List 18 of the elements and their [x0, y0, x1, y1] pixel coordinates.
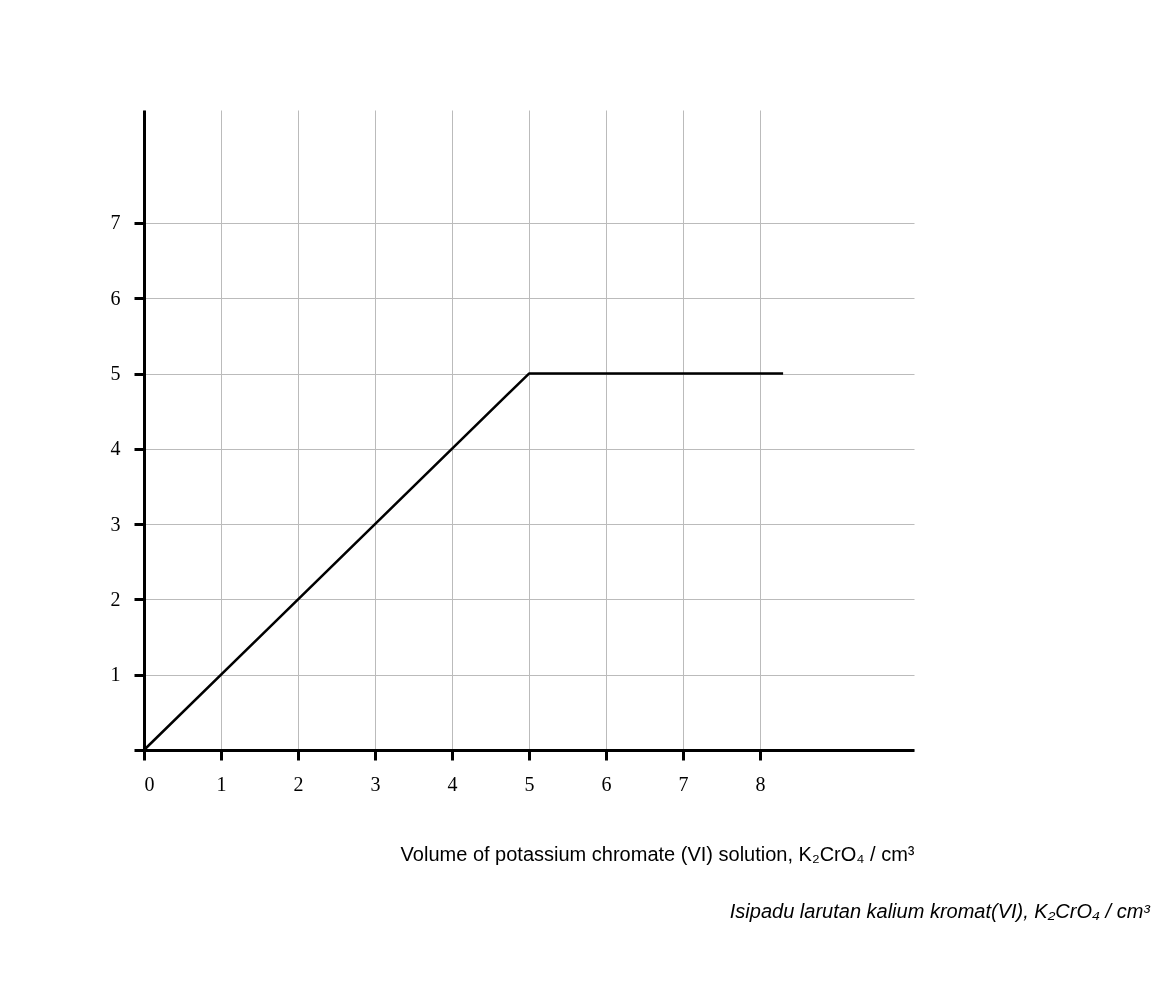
y-tick-label: 4	[110, 437, 121, 460]
x-tick-label: 2	[293, 772, 304, 795]
y-tick-label: 2	[110, 587, 121, 610]
x-tick-label: 5	[524, 772, 535, 795]
x-tick-label: 7	[678, 772, 689, 795]
x-tick-label: 1	[216, 772, 227, 795]
y-tick-label: 3	[110, 512, 121, 535]
y-tick-label: 6	[110, 286, 121, 309]
x-tick-label: 6	[601, 772, 612, 795]
x-axis-title: Volume of potassium chromate (VI) solution, K₂CrO₄ / cm³	[400, 842, 915, 865]
y-tick-label: 5	[110, 362, 121, 385]
y-tick-label: 7	[110, 211, 121, 234]
x-tick-label: 0	[144, 772, 155, 795]
x-tick-label: 4	[447, 772, 458, 795]
x-tick-label: 8	[755, 772, 766, 795]
y-tick-label: 1	[110, 663, 121, 686]
text: Isipadu larutan kalium kromat(VI), K₂CrO₄ / cm³	[728, 900, 1150, 923]
x-tick-label: 3	[370, 772, 381, 795]
